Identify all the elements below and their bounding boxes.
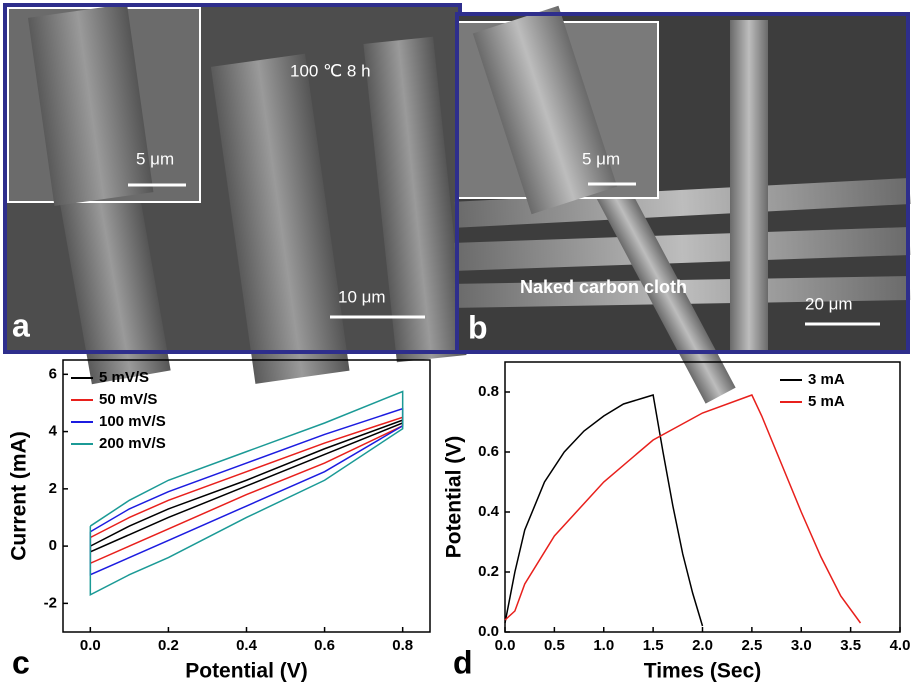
x-tick-label: 1.0 bbox=[593, 637, 614, 654]
x-axis-label: Potential (V) bbox=[185, 660, 308, 683]
sem-image-a: 100 ℃ 8 h 5 μm 10 μm a bbox=[5, 4, 467, 384]
x-tick-label: 0.4 bbox=[236, 637, 258, 654]
panel-label: d bbox=[453, 644, 473, 680]
x-tick-label: 3.0 bbox=[791, 637, 812, 654]
x-tick-label: 2.5 bbox=[741, 637, 762, 654]
panel-label: a bbox=[12, 307, 30, 343]
x-tick-label: 2.0 bbox=[692, 637, 713, 654]
y-tick-label: 0.0 bbox=[478, 623, 499, 640]
figure: 100 ℃ 8 h 5 μm 10 μm a Naked carbon clot… bbox=[0, 0, 913, 695]
y-tick-label: 6 bbox=[49, 365, 57, 382]
y-tick-label: 0.8 bbox=[478, 383, 499, 400]
panel-label: c bbox=[12, 644, 30, 680]
y-tick-label: 0.4 bbox=[478, 503, 500, 520]
y-tick-label: 0 bbox=[49, 537, 57, 554]
y-tick-label: 2 bbox=[49, 480, 57, 497]
x-tick-label: 0.2 bbox=[158, 637, 179, 654]
legend-label: 3 mA bbox=[808, 371, 845, 388]
x-tick-label: 0.0 bbox=[80, 637, 101, 654]
y-tick-label: -2 bbox=[44, 594, 57, 611]
legend-label: 50 mV/S bbox=[99, 391, 157, 408]
y-axis-label: Current (mA) bbox=[8, 431, 31, 561]
y-tick-label: 4 bbox=[49, 423, 58, 440]
x-axis-label: Times (Sec) bbox=[644, 660, 762, 683]
legend-label: 100 mV/S bbox=[99, 413, 166, 430]
legend-label: 200 mV/S bbox=[99, 435, 166, 452]
inset-scale-bar: 5 μm bbox=[136, 149, 174, 168]
inset-scale-bar: 5 μm bbox=[582, 149, 620, 168]
x-tick-label: 4.0 bbox=[890, 637, 911, 654]
legend-label: 5 mA bbox=[808, 393, 845, 410]
panel-label: b bbox=[468, 309, 488, 345]
scale-bar: 20 μm bbox=[805, 294, 853, 313]
x-tick-label: 0.6 bbox=[314, 637, 335, 654]
series-line bbox=[90, 409, 402, 575]
x-tick-label: 0.8 bbox=[392, 637, 413, 654]
y-tick-label: 0.6 bbox=[478, 443, 499, 460]
x-tick-label: 3.5 bbox=[840, 637, 861, 654]
scale-bar: 10 μm bbox=[338, 287, 386, 306]
y-axis-label: Potential (V) bbox=[443, 436, 466, 559]
legend-label: 5 mV/S bbox=[99, 369, 149, 386]
x-tick-label: 0.5 bbox=[544, 637, 565, 654]
sem-image-b: Naked carbon cloth 5 μm 20 μm b bbox=[455, 6, 911, 404]
x-tick-label: 1.5 bbox=[643, 637, 664, 654]
y-tick-label: 0.2 bbox=[478, 563, 499, 580]
annotation: Naked carbon cloth bbox=[520, 277, 687, 297]
series-line bbox=[505, 395, 861, 623]
annotation: 100 ℃ 8 h bbox=[290, 61, 371, 80]
